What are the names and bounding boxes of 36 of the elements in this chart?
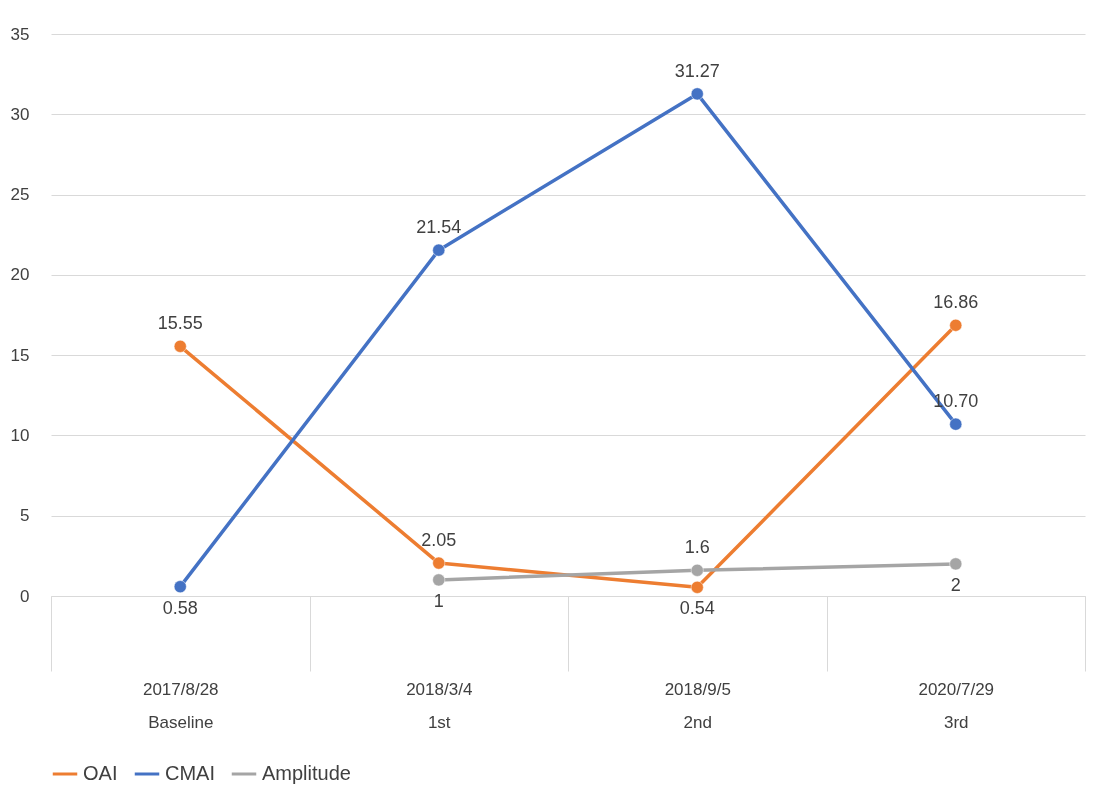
x-tick-label: 2018/3/4 1st bbox=[406, 679, 473, 732]
point bbox=[949, 318, 963, 332]
data-label: 0.54 bbox=[679, 598, 715, 619]
data-label: 15.55 bbox=[157, 313, 203, 334]
point bbox=[690, 563, 704, 577]
data-label: 21.54 bbox=[416, 217, 462, 238]
x-tick-label: 2017/8/28 Baseline bbox=[142, 679, 219, 732]
y-tick-label: 15 bbox=[10, 345, 30, 365]
y-tick-label: 10 bbox=[10, 425, 30, 445]
data-label: 1 bbox=[433, 590, 444, 611]
point bbox=[173, 580, 187, 594]
point bbox=[432, 243, 446, 257]
data-label: 2 bbox=[950, 574, 961, 595]
legend-label: Amplitude bbox=[262, 762, 351, 784]
y-tick-label: 35 bbox=[10, 24, 30, 44]
point bbox=[690, 87, 704, 101]
y-tick-label: 25 bbox=[10, 185, 30, 205]
data-label: 31.27 bbox=[674, 60, 720, 81]
data-label: 16.86 bbox=[933, 292, 979, 313]
data-label: 0.58 bbox=[162, 597, 198, 618]
point bbox=[432, 556, 446, 570]
data-label: 2.05 bbox=[421, 530, 457, 551]
y-tick-label: 30 bbox=[10, 104, 30, 124]
point bbox=[432, 573, 446, 587]
point bbox=[949, 557, 963, 571]
point bbox=[173, 339, 187, 353]
legend-label: CMAI bbox=[165, 762, 215, 784]
y-tick-label: 5 bbox=[20, 506, 30, 526]
data-label: 1.6 bbox=[684, 537, 710, 558]
point bbox=[690, 580, 704, 594]
y-tick-label: 0 bbox=[20, 586, 30, 606]
legend-label: OAI bbox=[83, 762, 118, 784]
point bbox=[949, 417, 963, 431]
y-tick-label: 20 bbox=[10, 265, 30, 285]
x-tick-label: 2018/9/5 2nd bbox=[664, 679, 731, 732]
x-tick-label: 2020/7/29 3rd bbox=[918, 679, 995, 732]
